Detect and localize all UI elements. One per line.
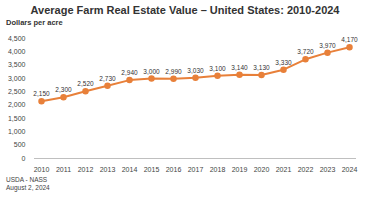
svg-text:2013: 2013 [100, 166, 116, 173]
svg-text:3,100: 3,100 [209, 65, 226, 72]
svg-text:2,150: 2,150 [33, 90, 50, 97]
svg-text:4,000: 4,000 [8, 48, 26, 55]
html-text:August 2, 2024: August 2, 2024 [6, 184, 50, 191]
svg-text:2,730: 2,730 [99, 75, 116, 82]
svg-text:3,030: 3,030 [187, 67, 204, 74]
svg-text:2014: 2014 [122, 166, 138, 173]
svg-text:3,500: 3,500 [8, 61, 26, 68]
svg-text:2022: 2022 [298, 166, 314, 173]
svg-text:2024: 2024 [342, 166, 358, 173]
html-text:USDA - NASS: USDA - NASS [6, 176, 48, 183]
svg-text:2,520: 2,520 [77, 80, 94, 87]
svg-text:2019: 2019 [232, 166, 248, 173]
svg-text:2012: 2012 [78, 166, 94, 173]
svg-text:4,500: 4,500 [8, 35, 26, 42]
svg-text:2,300: 2,300 [55, 86, 72, 93]
svg-text:3,970: 3,970 [319, 42, 336, 49]
svg-text:500: 500 [14, 141, 26, 148]
html-text:Dollars per acre: Dollars per acre [6, 18, 63, 27]
svg-text:1,500: 1,500 [8, 115, 26, 122]
svg-text:3,000: 3,000 [8, 75, 26, 82]
svg-text:3,330: 3,330 [275, 59, 292, 66]
svg-text:3,000: 3,000 [143, 68, 160, 75]
svg-text:4,170: 4,170 [341, 36, 358, 43]
svg-text:2021: 2021 [276, 166, 292, 173]
svg-text:2,000: 2,000 [8, 101, 26, 108]
svg-text:3,140: 3,140 [231, 64, 248, 71]
html-text:Average Farm Real Estate Value: Average Farm Real Estate Value – United … [30, 4, 340, 16]
svg-text:2023: 2023 [320, 166, 336, 173]
svg-text:0: 0 [22, 155, 26, 162]
svg-text:2016: 2016 [166, 166, 182, 173]
svg-text:2020: 2020 [254, 166, 270, 173]
svg-text:2011: 2011 [56, 166, 71, 173]
svg-text:2018: 2018 [210, 166, 226, 173]
svg-text:2015: 2015 [144, 166, 160, 173]
svg-text:2010: 2010 [34, 166, 50, 173]
svg-text:2017: 2017 [188, 166, 204, 173]
svg-text:1,000: 1,000 [8, 128, 26, 135]
svg-text:3,720: 3,720 [297, 48, 314, 55]
svg-text:3,130: 3,130 [253, 64, 270, 71]
svg-text:2,990: 2,990 [165, 68, 182, 75]
svg-text:2,500: 2,500 [8, 88, 26, 95]
svg-text:2,940: 2,940 [121, 69, 138, 76]
